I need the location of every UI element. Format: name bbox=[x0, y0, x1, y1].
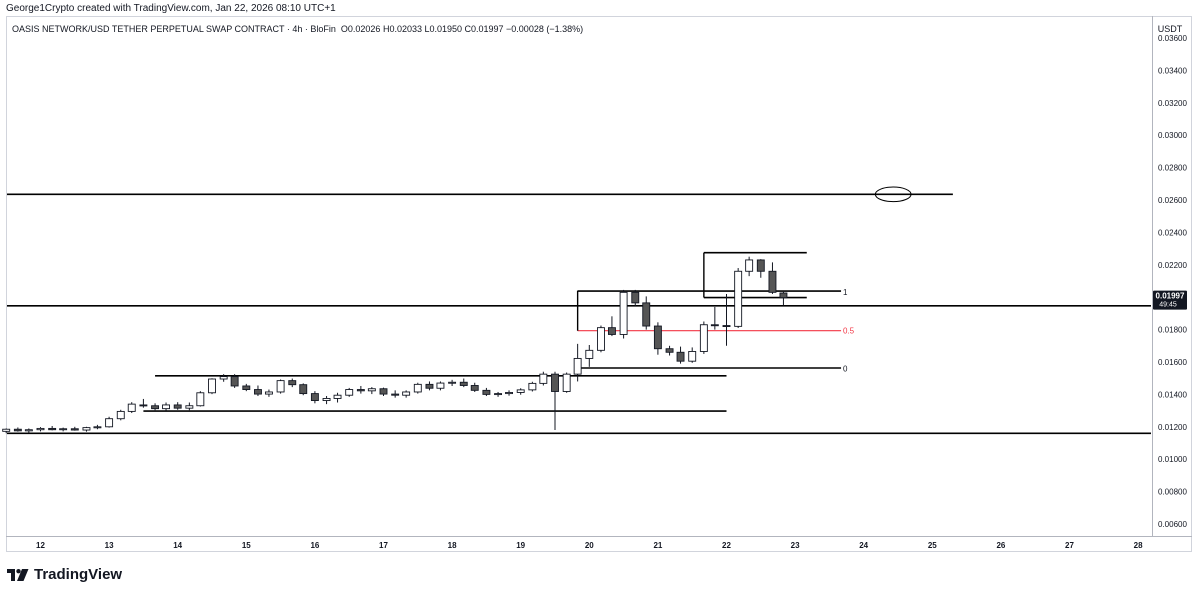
tradingview-logo-icon bbox=[7, 568, 29, 581]
chart-frame bbox=[6, 16, 1192, 552]
chart-credit: George1Crypto created with TradingView.c… bbox=[6, 3, 336, 14]
tradingview-logo[interactable]: TradingView bbox=[7, 566, 122, 583]
ohlc-values: O0.02026 H0.02033 L0.01950 C0.01997 −0.0… bbox=[340, 24, 584, 34]
symbol-legend[interactable]: OASIS NETWORK/USD TETHER PERPETUAL SWAP … bbox=[12, 24, 583, 34]
symbol-name: OASIS NETWORK/USD TETHER PERPETUAL SWAP … bbox=[12, 24, 336, 34]
price-axis-border bbox=[1152, 16, 1153, 536]
time-axis-border bbox=[6, 536, 1192, 537]
tradingview-logo-text: TradingView bbox=[34, 566, 123, 583]
